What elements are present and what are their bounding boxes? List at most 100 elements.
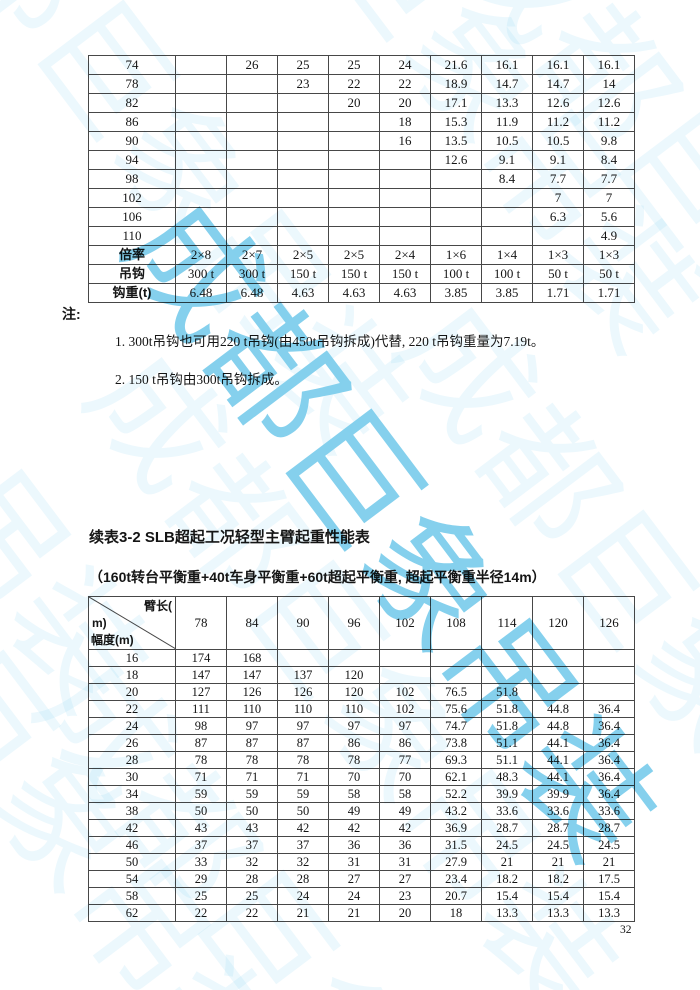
cell: 25	[226, 887, 278, 905]
cell: 33.6	[583, 802, 635, 820]
table-row: 26 87 87 87 86 86 73.8 51.1 44.1 36.4	[88, 734, 635, 752]
cell: 36.4	[583, 700, 635, 718]
cell	[226, 150, 278, 170]
cell: 78	[277, 751, 329, 769]
cell: 52.2	[430, 785, 482, 803]
cell: 97	[328, 717, 380, 735]
cell: 27	[328, 870, 380, 888]
cell: 50 t	[583, 264, 635, 284]
cell: 78	[175, 751, 227, 769]
cell: 36.4	[583, 717, 635, 735]
cell: 43	[226, 819, 278, 837]
cell: 18	[430, 904, 482, 922]
cell: 22	[328, 74, 380, 94]
cell: 32	[226, 853, 278, 871]
cell: 6.3	[532, 207, 584, 227]
diagonal-line	[89, 597, 175, 649]
cell: 150 t	[379, 264, 431, 284]
cell: 44.1	[532, 768, 584, 786]
section-subtitle: （160t转台平衡重+40t车身平衡重+60t超起平衡重, 超起平衡重半径14m…	[89, 569, 546, 585]
cell: 147	[175, 666, 227, 684]
table-row: 106 6.3 5.6	[88, 207, 635, 227]
cell: 18	[379, 112, 431, 132]
cell: 21	[583, 853, 635, 871]
cell: 1.71	[583, 283, 635, 303]
column-header: 84	[226, 596, 278, 650]
cell: 10.5	[532, 131, 584, 151]
cell	[379, 666, 431, 684]
cell: 13.3	[481, 93, 533, 113]
cell: 300 t	[175, 264, 227, 284]
cell	[277, 150, 329, 170]
cell: 50	[277, 802, 329, 820]
column-header: 126	[583, 596, 635, 650]
cell: 1×6	[430, 245, 482, 265]
section-title: 续表3-2 SLB超起工况轻型主臂起重性能表	[89, 529, 370, 546]
cell	[277, 112, 329, 132]
cell: 126	[277, 683, 329, 701]
cell: 59	[277, 785, 329, 803]
table-row: 28 78 78 78 78 77 69.3 51.1 44.1 36.4	[88, 751, 635, 769]
table-row: 102 7 7	[88, 188, 635, 208]
cell: 174	[175, 649, 227, 667]
cell: 31	[379, 853, 431, 871]
cell: 1×3	[583, 245, 635, 265]
cell: 14	[583, 74, 635, 94]
cell: 8.4	[583, 150, 635, 170]
row-label: 16	[88, 649, 176, 667]
cell: 59	[175, 785, 227, 803]
cell: 23	[277, 74, 329, 94]
cell: 37	[277, 836, 329, 854]
row-label: 58	[88, 887, 176, 905]
cell: 20	[379, 93, 431, 113]
cell	[481, 226, 533, 246]
cell: 24.5	[481, 836, 533, 854]
cell: 17.1	[430, 93, 482, 113]
cell: 42	[379, 819, 431, 837]
cell: 44.1	[532, 751, 584, 769]
row-label: 50	[88, 853, 176, 871]
cell	[175, 226, 227, 246]
cell: 31.5	[430, 836, 482, 854]
cell	[430, 169, 482, 189]
table-row: 吊钩 300 t 300 t 150 t 150 t 150 t 100 t 100 t 50 …	[88, 264, 635, 284]
cell: 69.3	[430, 751, 482, 769]
row-label: 24	[88, 717, 176, 735]
row-label: 86	[88, 112, 176, 132]
cell	[175, 112, 227, 132]
cell: 77	[379, 751, 431, 769]
row-label: 28	[88, 751, 176, 769]
cell: 49	[379, 802, 431, 820]
cell: 21	[532, 853, 584, 871]
cell	[481, 649, 533, 667]
cell	[328, 188, 380, 208]
cell: 26	[226, 55, 278, 75]
cell: 2×5	[328, 245, 380, 265]
cell: 14.7	[532, 74, 584, 94]
column-header: 120	[532, 596, 584, 650]
capacity-table-continued: 74 26 25 25 24 21.6 16.1 16.1 16.1 78 23 22 22 18.9 14…	[88, 55, 635, 303]
cell: 1×4	[481, 245, 533, 265]
cell	[583, 649, 635, 667]
cell: 22	[226, 904, 278, 922]
cell: 126	[226, 683, 278, 701]
table-row: 46 37 37 37 36 36 31.5 24.5 24.5 24.5	[88, 836, 635, 854]
cell: 37	[226, 836, 278, 854]
cell	[532, 683, 584, 701]
cell: 36.4	[583, 785, 635, 803]
cell: 25	[175, 887, 227, 905]
cell	[277, 649, 329, 667]
diagonal-corner-cell: 臂长( m) 幅度(m)	[88, 596, 176, 650]
cell: 97	[226, 717, 278, 735]
row-label: 102	[88, 188, 176, 208]
cell: 147	[226, 666, 278, 684]
row-label: 38	[88, 802, 176, 820]
cell: 4.63	[277, 283, 329, 303]
cell	[175, 131, 227, 151]
cell: 24	[379, 55, 431, 75]
cell: 3.85	[430, 283, 482, 303]
cell	[277, 226, 329, 246]
cell: 87	[277, 734, 329, 752]
table-row: 16 174 168	[88, 649, 635, 667]
cell: 28.7	[481, 819, 533, 837]
